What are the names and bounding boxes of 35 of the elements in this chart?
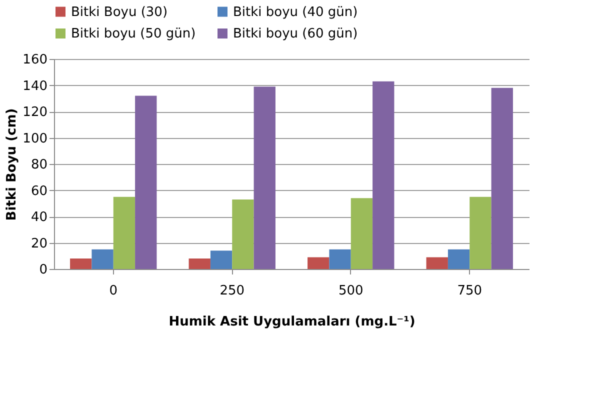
y-tick-label: 0	[39, 262, 48, 278]
bar	[210, 250, 232, 269]
x-tick-label: 0	[109, 284, 118, 298]
bar	[188, 258, 210, 269]
bar	[92, 249, 114, 269]
bar	[470, 196, 492, 269]
y-tick-label: 100	[22, 131, 48, 146]
bar	[232, 199, 254, 269]
x-tick-label: 250	[220, 284, 245, 298]
bar	[448, 249, 470, 269]
legend-label: Bitki boyu (40 gün)	[233, 4, 358, 20]
bar	[308, 257, 330, 269]
legend-label: Bitki Boyu (30)	[71, 4, 168, 20]
bar	[350, 198, 373, 269]
bar	[372, 81, 394, 269]
bar	[254, 86, 276, 269]
legend-label: Bitki boyu (50 gün)	[71, 26, 196, 42]
bar	[491, 88, 513, 269]
x-tick-label: 750	[457, 284, 482, 298]
y-tick-label: 60	[30, 184, 48, 199]
bar	[135, 96, 157, 269]
y-tick-label: 20	[30, 236, 48, 252]
bar	[113, 196, 136, 269]
bar	[329, 249, 351, 269]
bar	[426, 257, 448, 269]
legend-label: Bitki boyu (60 gün)	[233, 26, 358, 42]
bar	[70, 258, 92, 269]
y-tick-label: 160	[22, 52, 48, 68]
x-axis-title: Humik Asit Uygulamaları (mg.L⁻¹)	[168, 314, 416, 330]
y-tick-label: 120	[22, 105, 48, 120]
y-tick-label: 80	[30, 158, 48, 172]
x-tick-label: 500	[338, 284, 364, 298]
y-axis-title: Bitki Boyu (cm)	[4, 108, 20, 221]
y-tick-label: 140	[22, 78, 48, 94]
y-tick-label: 40	[30, 210, 48, 225]
